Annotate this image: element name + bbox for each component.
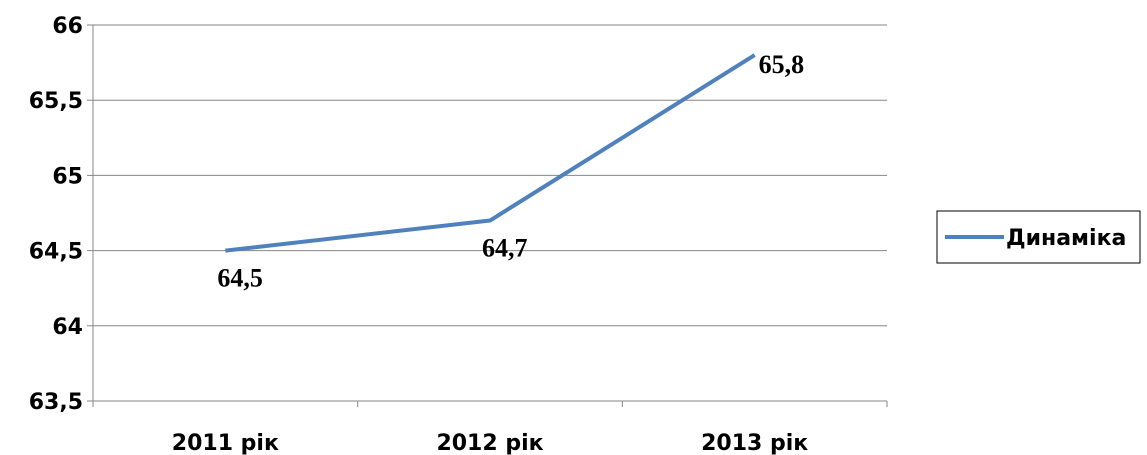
y-tick-label: 65 (52, 164, 83, 189)
x-tick-labels: 2011 рік 2012 рік 2013 рік (172, 431, 809, 455)
series-lines (225, 53, 756, 253)
y-tick-label: 63,5 (29, 390, 83, 415)
y-tick-label: 66 (52, 14, 83, 39)
x-tick-label: 2012 рік (436, 431, 543, 455)
data-label: 64,5 (217, 264, 262, 293)
y-tick-label: 64,5 (29, 240, 83, 265)
y-tick-labels: 63,5 64 64,5 65 65,5 66 (29, 14, 83, 415)
x-tick-label: 2013 рік (701, 431, 808, 455)
series-line (225, 53, 756, 253)
data-label: 64,7 (482, 234, 528, 263)
x-tick-label: 2011 рік (172, 431, 279, 455)
y-tick-label: 65,5 (29, 89, 83, 114)
legend-label: Динаміка (1006, 226, 1126, 251)
axes (87, 24, 888, 407)
data-labels: 64,5 64,7 65,8 (217, 50, 804, 293)
legend: Динаміка (936, 210, 1141, 264)
y-tick-label: 64 (52, 315, 83, 340)
data-label: 65,8 (759, 50, 805, 79)
